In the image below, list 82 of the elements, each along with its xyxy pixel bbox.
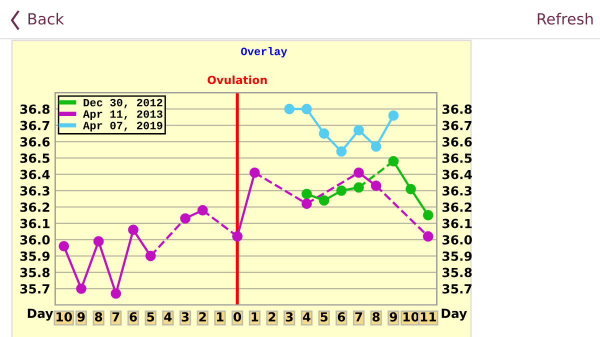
point bbox=[388, 156, 399, 166]
point bbox=[284, 104, 295, 114]
point bbox=[318, 128, 330, 139]
text: Back bbox=[28, 12, 64, 25]
point bbox=[76, 283, 86, 294]
point bbox=[145, 250, 156, 262]
y2-tick-label: 36.6 bbox=[442, 137, 472, 147]
x-tick-label: 0 bbox=[234, 312, 242, 322]
point bbox=[354, 182, 364, 193]
point bbox=[354, 167, 364, 178]
x-tick-label: 6 bbox=[130, 312, 137, 322]
y2-tick-label: 36.5 bbox=[442, 153, 472, 163]
point bbox=[422, 231, 434, 242]
point bbox=[354, 125, 364, 136]
text: Refresh bbox=[538, 12, 593, 25]
y-tick-label: 36.8 bbox=[20, 104, 50, 114]
point bbox=[302, 198, 312, 209]
y-tick-label: 36.6 bbox=[20, 137, 50, 147]
x-tick-label: 3 bbox=[286, 312, 293, 322]
point bbox=[302, 188, 312, 200]
point bbox=[302, 104, 312, 114]
point bbox=[370, 141, 382, 152]
y-tick-label: 36.1 bbox=[20, 218, 50, 228]
y-tick-label: 35.9 bbox=[20, 251, 50, 261]
point bbox=[128, 224, 138, 236]
point bbox=[232, 231, 243, 242]
x-tick-label: 7 bbox=[112, 312, 120, 322]
x-tick-label: 2 bbox=[199, 312, 206, 322]
y2-tick-label: 36.7 bbox=[442, 120, 472, 130]
point bbox=[336, 146, 347, 157]
y2-tick-label: 36.0 bbox=[442, 235, 472, 245]
legend-label: Dec 30, 2012 bbox=[84, 98, 162, 108]
chart-title: Overlay bbox=[241, 47, 288, 58]
x-tick-label: 9 bbox=[78, 312, 85, 322]
y-tick-label: 36.5 bbox=[20, 153, 50, 163]
y-tick-label: 35.8 bbox=[20, 268, 50, 278]
x-tick-label: 1 bbox=[217, 312, 224, 322]
x-tick-label: 4 bbox=[164, 312, 172, 322]
x-tick-label: 8 bbox=[372, 312, 380, 322]
x-tick-label: 9 bbox=[390, 312, 397, 322]
point bbox=[336, 185, 347, 196]
x-tick-label: 7 bbox=[355, 312, 362, 322]
text: Day bbox=[442, 308, 467, 321]
y-tick-label: 36.2 bbox=[20, 202, 50, 212]
y2-tick-label: 36.2 bbox=[442, 202, 472, 212]
legend-label: Apr 07, 2019 bbox=[82, 122, 162, 132]
point bbox=[58, 240, 70, 252]
y-tick-label: 36.0 bbox=[20, 235, 50, 245]
x-axis-title: Day bbox=[28, 308, 54, 321]
legend-label: Apr 11, 2013 bbox=[82, 110, 162, 120]
x-tick-label: 4 bbox=[302, 312, 310, 322]
x-tick-label: 6 bbox=[338, 312, 346, 322]
point bbox=[388, 110, 399, 121]
point bbox=[370, 180, 382, 191]
point bbox=[180, 213, 190, 224]
y2-tick-label: 36.4 bbox=[442, 170, 472, 180]
point bbox=[406, 184, 416, 194]
x-tick-label: 5 bbox=[147, 312, 154, 322]
y-tick-label: 36.4 bbox=[20, 170, 50, 180]
point bbox=[110, 288, 122, 299]
x-tick-label: 1 bbox=[252, 312, 258, 322]
y2-tick-label: 35.8 bbox=[442, 268, 472, 278]
x-tick-label: 11 bbox=[420, 312, 436, 322]
y2-tick-label: 36.3 bbox=[442, 186, 472, 196]
point bbox=[318, 195, 330, 206]
point bbox=[197, 205, 208, 216]
x-tick-label: 2 bbox=[268, 312, 276, 322]
x-tick-label: 8 bbox=[94, 312, 102, 322]
point bbox=[93, 236, 104, 246]
y2-tick-label: 35.7 bbox=[442, 284, 472, 294]
y-tick-label: 35.7 bbox=[20, 284, 50, 294]
ref-line-label: Ovulation bbox=[208, 76, 267, 84]
x-tick-label: 3 bbox=[182, 312, 189, 322]
point bbox=[249, 167, 260, 178]
y2-tick-label: 35.9 bbox=[442, 251, 472, 261]
point bbox=[422, 210, 434, 220]
y2-tick-label: 36.8 bbox=[442, 104, 472, 114]
x-tick-label: 5 bbox=[320, 312, 328, 322]
x-tick-label: 10 bbox=[56, 312, 72, 322]
y2-tick-label: 36.1 bbox=[442, 218, 472, 228]
y-tick-label: 36.3 bbox=[20, 186, 50, 196]
y-tick-label: 36.7 bbox=[20, 120, 50, 130]
